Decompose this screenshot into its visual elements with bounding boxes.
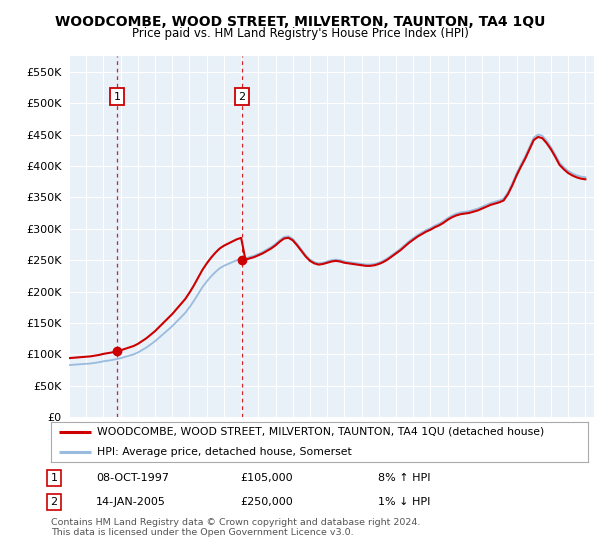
Text: 14-JAN-2005: 14-JAN-2005 — [96, 497, 166, 507]
Text: HPI: Average price, detached house, Somerset: HPI: Average price, detached house, Some… — [97, 447, 352, 457]
Text: £250,000: £250,000 — [240, 497, 293, 507]
Text: 8% ↑ HPI: 8% ↑ HPI — [378, 473, 431, 483]
Text: 1% ↓ HPI: 1% ↓ HPI — [378, 497, 430, 507]
Text: WOODCOMBE, WOOD STREET, MILVERTON, TAUNTON, TA4 1QU (detached house): WOODCOMBE, WOOD STREET, MILVERTON, TAUNT… — [97, 427, 544, 437]
Text: £105,000: £105,000 — [240, 473, 293, 483]
Text: 2: 2 — [50, 497, 58, 507]
Text: 08-OCT-1997: 08-OCT-1997 — [96, 473, 169, 483]
Text: 1: 1 — [50, 473, 58, 483]
Text: 2: 2 — [238, 92, 245, 102]
Text: Price paid vs. HM Land Registry's House Price Index (HPI): Price paid vs. HM Land Registry's House … — [131, 27, 469, 40]
Text: Contains HM Land Registry data © Crown copyright and database right 2024.
This d: Contains HM Land Registry data © Crown c… — [51, 518, 421, 538]
Text: 1: 1 — [113, 92, 121, 102]
Text: WOODCOMBE, WOOD STREET, MILVERTON, TAUNTON, TA4 1QU: WOODCOMBE, WOOD STREET, MILVERTON, TAUNT… — [55, 15, 545, 29]
